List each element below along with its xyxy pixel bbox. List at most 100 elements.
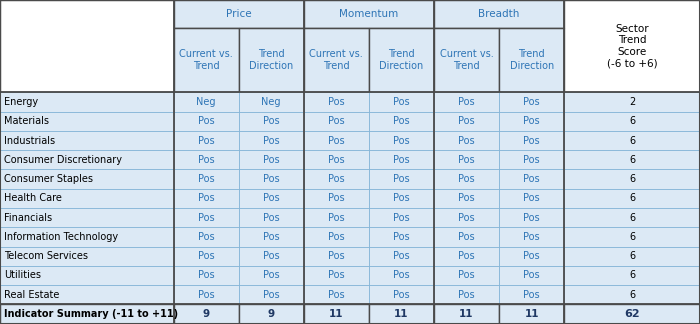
Bar bbox=[239, 285, 304, 304]
Bar bbox=[564, 0, 700, 92]
Text: Pos: Pos bbox=[263, 116, 279, 126]
Text: Pos: Pos bbox=[393, 193, 410, 203]
Text: 11: 11 bbox=[459, 309, 474, 319]
Bar bbox=[434, 247, 499, 266]
Bar bbox=[369, 304, 434, 324]
Text: 6: 6 bbox=[629, 174, 635, 184]
Text: Pos: Pos bbox=[263, 271, 279, 281]
Text: Pos: Pos bbox=[328, 232, 344, 242]
Text: Pos: Pos bbox=[458, 174, 475, 184]
Text: Pos: Pos bbox=[524, 135, 540, 145]
Text: Pos: Pos bbox=[328, 97, 344, 107]
Text: Neg: Neg bbox=[197, 97, 216, 107]
Text: Trend
Direction: Trend Direction bbox=[249, 49, 293, 71]
Text: Pos: Pos bbox=[198, 232, 214, 242]
Bar bbox=[499, 92, 564, 111]
Text: Pos: Pos bbox=[263, 290, 279, 300]
Text: Pos: Pos bbox=[393, 155, 410, 165]
Text: Pos: Pos bbox=[524, 174, 540, 184]
Bar bbox=[174, 0, 304, 28]
Bar bbox=[0, 0, 174, 92]
Bar bbox=[499, 285, 564, 304]
Bar bbox=[239, 247, 304, 266]
Text: 6: 6 bbox=[629, 193, 635, 203]
Text: Pos: Pos bbox=[524, 213, 540, 223]
Bar bbox=[564, 111, 700, 131]
Bar bbox=[239, 92, 304, 111]
Text: Pos: Pos bbox=[458, 97, 475, 107]
Text: 6: 6 bbox=[629, 251, 635, 261]
Bar bbox=[0, 169, 174, 189]
Bar bbox=[174, 266, 239, 285]
Bar bbox=[434, 266, 499, 285]
Bar bbox=[239, 304, 304, 324]
Text: Pos: Pos bbox=[524, 290, 540, 300]
Text: 6: 6 bbox=[629, 232, 635, 242]
Bar bbox=[564, 208, 700, 227]
Text: Momentum: Momentum bbox=[340, 9, 398, 19]
Text: 11: 11 bbox=[329, 309, 344, 319]
Text: 6: 6 bbox=[629, 135, 635, 145]
Text: Sector
Trend
Score
(-6 to +6): Sector Trend Score (-6 to +6) bbox=[607, 24, 657, 69]
Text: 6: 6 bbox=[629, 290, 635, 300]
Text: 9: 9 bbox=[267, 309, 275, 319]
Bar bbox=[499, 227, 564, 247]
Bar bbox=[0, 189, 174, 208]
Text: Pos: Pos bbox=[524, 232, 540, 242]
Bar bbox=[564, 92, 700, 111]
Text: Pos: Pos bbox=[198, 155, 214, 165]
Text: Neg: Neg bbox=[262, 97, 281, 107]
Bar bbox=[304, 28, 369, 92]
Text: Industrials: Industrials bbox=[4, 135, 55, 145]
Bar bbox=[174, 285, 239, 304]
Text: Pos: Pos bbox=[198, 290, 214, 300]
Text: 6: 6 bbox=[629, 213, 635, 223]
Bar bbox=[0, 150, 174, 169]
Bar bbox=[304, 169, 369, 189]
Text: Pos: Pos bbox=[328, 116, 344, 126]
Bar bbox=[499, 169, 564, 189]
Text: Energy: Energy bbox=[4, 97, 39, 107]
Bar bbox=[499, 131, 564, 150]
Bar bbox=[304, 266, 369, 285]
Text: Pos: Pos bbox=[458, 213, 475, 223]
Bar bbox=[564, 285, 700, 304]
Bar bbox=[239, 111, 304, 131]
Text: Pos: Pos bbox=[263, 251, 279, 261]
Text: Pos: Pos bbox=[393, 174, 410, 184]
Bar bbox=[369, 131, 434, 150]
Text: Pos: Pos bbox=[393, 271, 410, 281]
Bar bbox=[369, 208, 434, 227]
Bar bbox=[304, 131, 369, 150]
Text: Pos: Pos bbox=[263, 155, 279, 165]
Bar bbox=[434, 189, 499, 208]
Bar bbox=[0, 111, 174, 131]
Bar bbox=[564, 304, 700, 324]
Text: Pos: Pos bbox=[393, 116, 410, 126]
Text: Pos: Pos bbox=[198, 271, 214, 281]
Text: Pos: Pos bbox=[458, 116, 475, 126]
Bar bbox=[174, 189, 239, 208]
Text: Pos: Pos bbox=[328, 155, 344, 165]
Bar bbox=[174, 247, 239, 266]
Bar bbox=[174, 227, 239, 247]
Text: Pos: Pos bbox=[328, 251, 344, 261]
Bar bbox=[434, 111, 499, 131]
Bar bbox=[0, 227, 174, 247]
Text: Pos: Pos bbox=[393, 290, 410, 300]
Bar bbox=[304, 111, 369, 131]
Bar bbox=[564, 247, 700, 266]
Bar bbox=[434, 150, 499, 169]
Bar bbox=[499, 208, 564, 227]
Text: Pos: Pos bbox=[393, 135, 410, 145]
Text: Information Technology: Information Technology bbox=[4, 232, 118, 242]
Bar bbox=[304, 247, 369, 266]
Text: Indicator Summary (-11 to +11): Indicator Summary (-11 to +11) bbox=[4, 309, 178, 319]
Bar bbox=[369, 111, 434, 131]
Bar bbox=[564, 266, 700, 285]
Bar bbox=[174, 150, 239, 169]
Text: Pos: Pos bbox=[328, 135, 344, 145]
Text: 6: 6 bbox=[629, 271, 635, 281]
Bar bbox=[0, 247, 174, 266]
Bar bbox=[434, 0, 564, 28]
